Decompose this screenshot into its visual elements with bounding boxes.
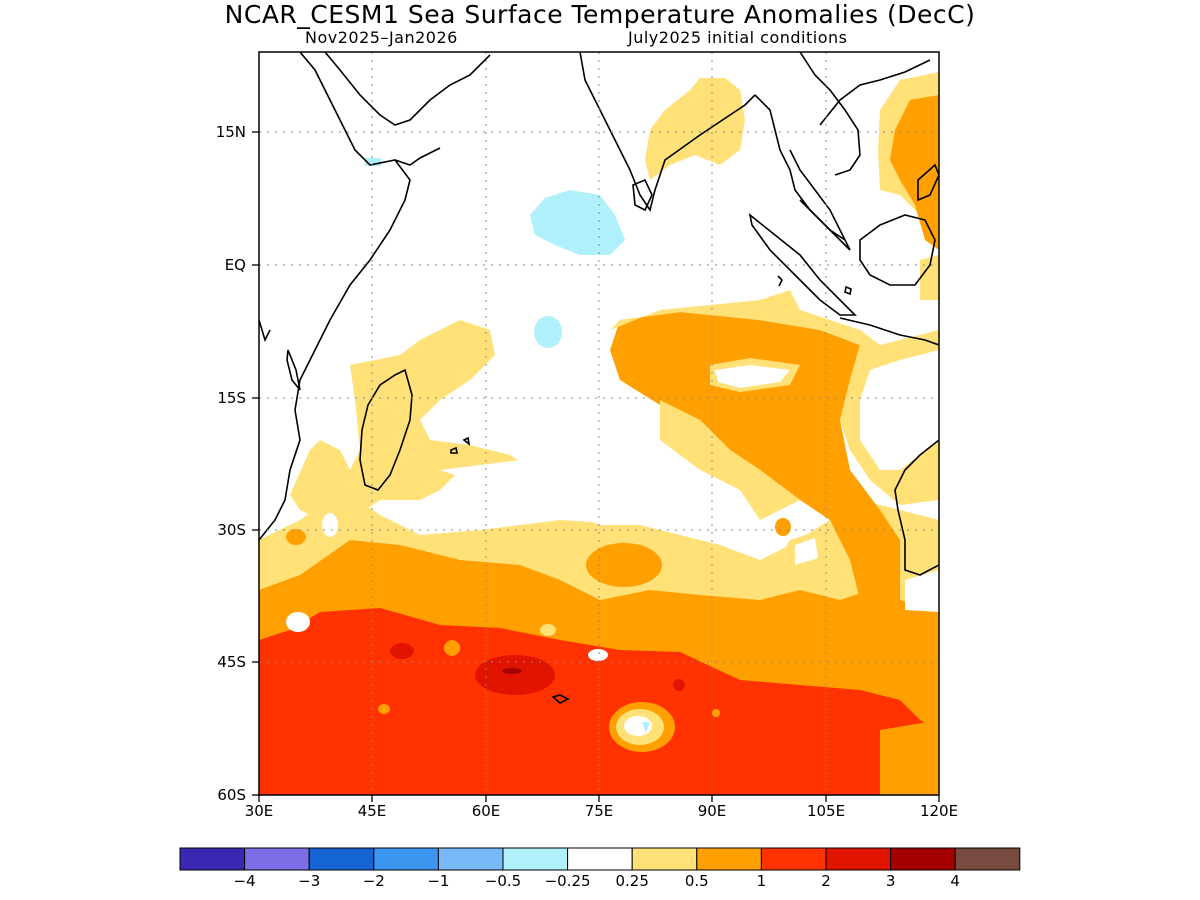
colorbar-swatch	[890, 847, 956, 871]
colorbar-swatch	[502, 847, 569, 871]
map-title: NCAR_CESM1 Sea Surface Temperature Anoma…	[224, 0, 976, 29]
lon-label-90e: 90E	[697, 802, 727, 820]
colorbar-swatch	[308, 847, 375, 871]
anomaly-region-cool-1	[530, 190, 625, 255]
anomaly-spot-3b	[390, 643, 414, 659]
lat-label-45s: 45S	[217, 653, 246, 671]
anomaly-region-southeast-1	[880, 720, 939, 795]
colorbar-swatch	[437, 847, 504, 871]
forecast-period: Nov2025–Jan2026	[305, 28, 458, 47]
colorbar-label: 4	[950, 872, 960, 890]
lon-label-105e: 105E	[806, 802, 846, 820]
colorbar-swatch	[567, 847, 633, 871]
anomaly-spot-3	[475, 655, 555, 695]
graticule	[259, 52, 939, 795]
lat-label-eq: EQ	[224, 256, 246, 274]
colorbar-label: −3	[298, 872, 321, 890]
lat-label-60s: 60S	[217, 786, 246, 804]
colorbar-label: −1	[427, 872, 450, 890]
coastlines	[259, 52, 939, 704]
lon-label-30e: 30E	[244, 802, 274, 820]
anomaly-spot-3c	[673, 679, 685, 691]
anomaly-spot-4	[502, 668, 522, 674]
colorbar-label: 3	[885, 872, 896, 890]
axis-ticks	[252, 131, 940, 802]
anomaly-region-east-1	[610, 312, 900, 600]
lat-label-15n: 15N	[215, 123, 246, 141]
colorbar-label: 2	[821, 872, 831, 890]
anomaly-region-cool-2	[534, 316, 562, 348]
colorbar-swatch	[954, 847, 1021, 871]
map-field	[259, 52, 939, 795]
anomaly-region-bengal-0.5	[645, 78, 745, 180]
lat-label-15s: 15S	[217, 389, 246, 407]
colorbar-swatch	[631, 847, 698, 871]
initial-conditions: July2025 initial conditions	[628, 28, 848, 47]
lon-label-75e: 75E	[584, 802, 614, 820]
colorbar-label: −0.5	[484, 872, 522, 890]
colorbar-swatch	[179, 847, 246, 871]
colorbar-label: −0.25	[544, 872, 591, 890]
lon-label-60e: 60E	[471, 802, 501, 820]
colorbar-swatch	[373, 847, 439, 871]
colorbar-label: 0.5	[684, 872, 709, 890]
colorbar-label: −4	[233, 872, 256, 890]
colorbar-label: 0.25	[615, 872, 649, 890]
colorbar-label: 1	[756, 872, 767, 890]
colorbar-label: −2	[362, 872, 385, 890]
colorbar-swatch	[825, 847, 892, 871]
lon-label-120e: 120E	[919, 802, 959, 820]
colorbar-swatch	[760, 847, 827, 871]
lat-label-30s: 30S	[217, 521, 246, 539]
lon-label-45e: 45E	[357, 802, 387, 820]
colorbar-swatch	[244, 847, 310, 871]
colorbar	[179, 847, 1021, 871]
colorbar-swatch	[696, 847, 762, 871]
